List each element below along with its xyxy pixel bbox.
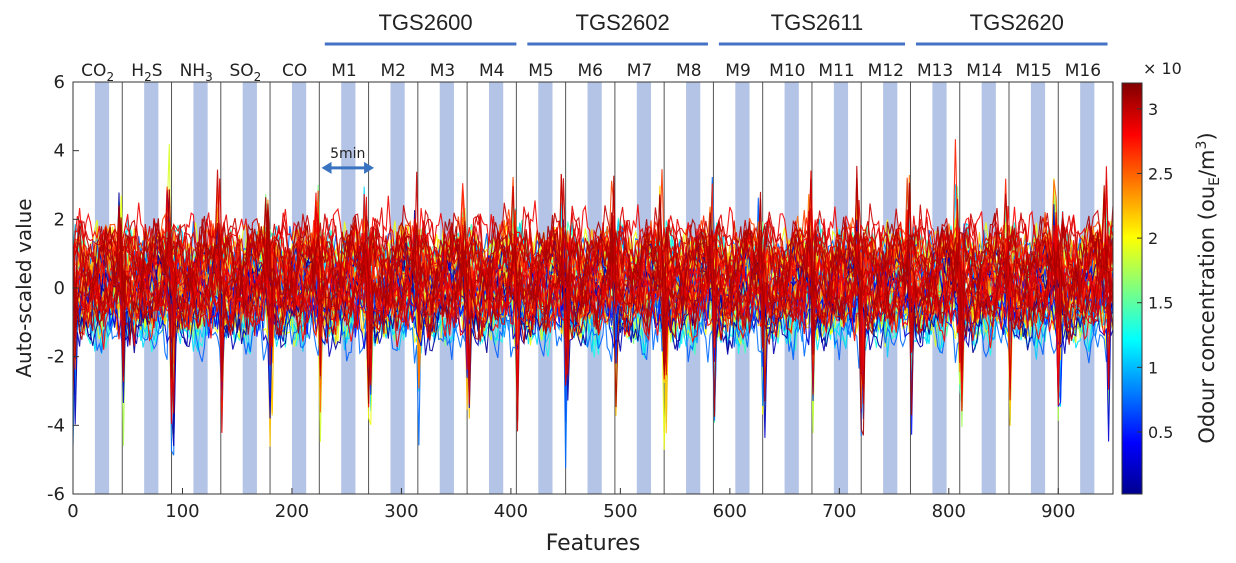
colorbar-tick-label: 1.5 bbox=[1148, 294, 1173, 313]
segment-label-16: M11 bbox=[818, 61, 854, 81]
segment-label-14: M9 bbox=[725, 61, 750, 81]
segment-label-9: M4 bbox=[479, 61, 504, 81]
segment-label-11: M6 bbox=[578, 61, 603, 81]
sensor-label-3: TGS2611 bbox=[771, 10, 864, 35]
segment-label-10: M5 bbox=[528, 61, 553, 81]
colorbar-tick-label: 2 bbox=[1148, 229, 1158, 248]
y-tick-label: 4 bbox=[54, 141, 65, 162]
segment-label-4: SO2 bbox=[230, 61, 262, 84]
x-tick-label: 100 bbox=[165, 501, 199, 522]
segment-label-7: M2 bbox=[380, 61, 405, 81]
x-tick-label: 500 bbox=[603, 501, 637, 522]
x-tick-label: 700 bbox=[822, 501, 856, 522]
colorbar-exponent: × 10 bbox=[1143, 59, 1182, 78]
x-tick-label: 300 bbox=[384, 501, 418, 522]
x-axis: 0 100 200 300 400 500 600 700 800 900 bbox=[67, 488, 1075, 522]
segment-label-15: M10 bbox=[769, 61, 805, 81]
segment-label-17: M12 bbox=[868, 61, 904, 81]
colorbar: × 10 0.5 1 1.5 2 2.5 3 Odour concentration (ou… bbox=[1121, 59, 1223, 495]
segment-label-1: CO2 bbox=[81, 61, 114, 84]
duration-arrow-right bbox=[364, 161, 375, 174]
colorbar-tick-label: 0.5 bbox=[1148, 423, 1173, 442]
segment-label-13: M8 bbox=[676, 61, 701, 81]
x-tick-label: 200 bbox=[275, 501, 309, 522]
x-tick-label: 400 bbox=[494, 501, 528, 522]
x-axis-label: Features bbox=[546, 531, 641, 556]
series-lines bbox=[73, 139, 1113, 469]
y-axis: -6 -4 -2 0 2 4 6 bbox=[47, 72, 79, 505]
x-tick-label: 800 bbox=[932, 501, 966, 522]
segment-label-20: M15 bbox=[1015, 61, 1051, 81]
x-tick-label: 0 bbox=[67, 501, 78, 522]
y-tick-label: -4 bbox=[47, 415, 65, 436]
colorbar-tick-label: 3 bbox=[1148, 100, 1158, 119]
y-tick-label: -2 bbox=[47, 347, 65, 368]
colorbar-tick-label: 1 bbox=[1148, 358, 1158, 377]
colorbar-label: Odour concentration (ouE/m3) bbox=[1194, 132, 1223, 443]
duration-label: 5min bbox=[330, 146, 365, 162]
segment-label-21: M16 bbox=[1065, 61, 1101, 81]
duration-arrow-left bbox=[321, 161, 332, 174]
series-line-55 bbox=[73, 169, 1113, 402]
sensor-groups: TGS2600 TGS2602 TGS2611 TGS2620 bbox=[324, 10, 1108, 46]
y-tick-label: 2 bbox=[54, 209, 65, 230]
x-tick-label: 600 bbox=[713, 501, 747, 522]
y-tick-label: -6 bbox=[47, 484, 65, 505]
segment-label-6: M1 bbox=[331, 61, 356, 81]
series-line-59 bbox=[73, 194, 1113, 350]
time-annotation: 5min bbox=[321, 146, 375, 174]
sensor-label-1: TGS2600 bbox=[378, 10, 472, 35]
segment-label-3: NH3 bbox=[180, 61, 213, 84]
segment-labels: CO2 H2S NH3 SO2 CO M1 M2 M3 M4 M5 M6 M7 M8 M9 M10 M11 M1… bbox=[81, 61, 1101, 84]
segment-label-8: M3 bbox=[430, 61, 455, 81]
y-tick-label: 0 bbox=[54, 278, 65, 299]
segment-label-5: CO bbox=[282, 61, 307, 81]
series-line-26 bbox=[73, 176, 1113, 364]
x-tick-label: 900 bbox=[1041, 501, 1075, 522]
sensor-label-4: TGS2620 bbox=[970, 10, 1064, 35]
segment-label-18: M13 bbox=[917, 61, 953, 81]
y-axis-label: Auto-scaled value bbox=[12, 198, 36, 377]
series-line-60 bbox=[73, 212, 1113, 436]
sensor-label-2: TGS2602 bbox=[576, 10, 670, 35]
segment-label-2: H2S bbox=[131, 61, 162, 84]
y-tick-label: 6 bbox=[54, 72, 65, 93]
segment-label-12: M7 bbox=[627, 61, 652, 81]
colorbar-gradient bbox=[1121, 82, 1143, 495]
colorbar-tick-label: 2.5 bbox=[1148, 164, 1173, 183]
segment-label-19: M14 bbox=[966, 61, 1002, 81]
